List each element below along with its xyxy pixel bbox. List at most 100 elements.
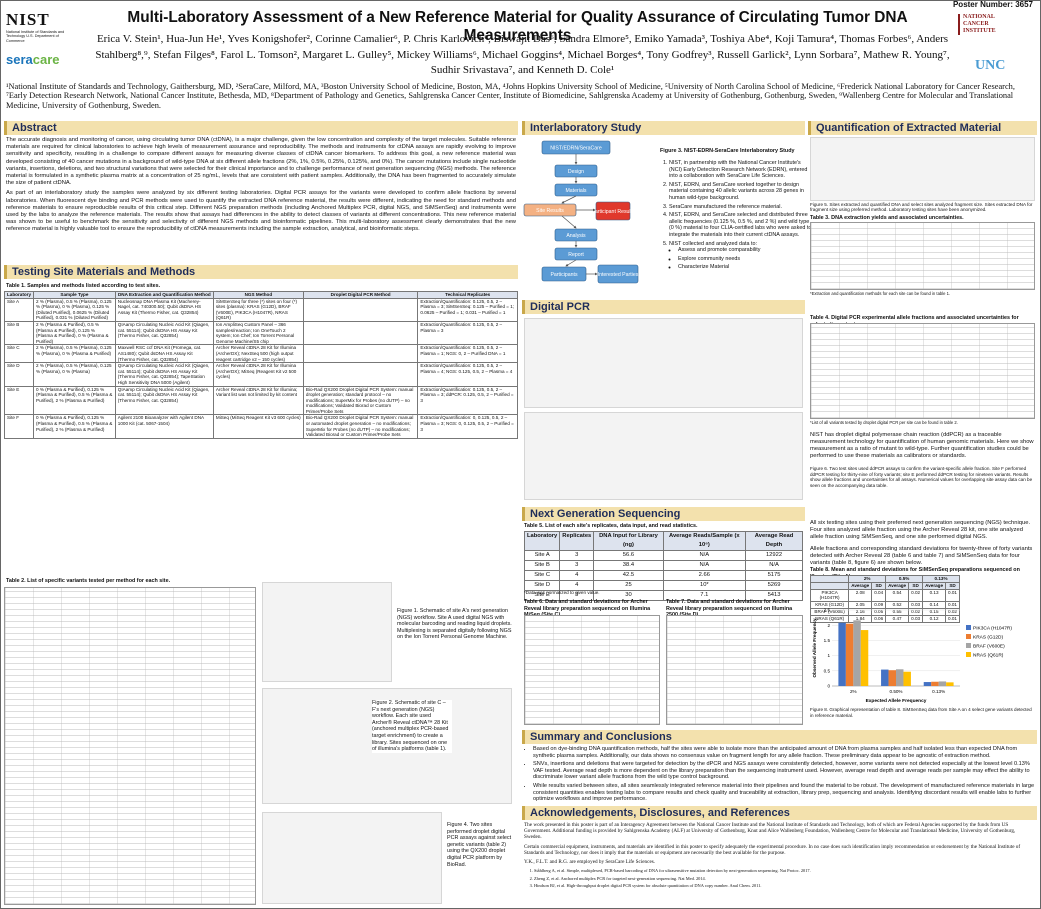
bar <box>896 669 904 686</box>
bar <box>923 682 932 686</box>
table-cell <box>302 362 419 387</box>
table-cell: 3 <box>559 550 595 561</box>
flow-box <box>597 264 639 284</box>
column-header: Replicates <box>559 531 595 551</box>
figure-caption: Figure 1. Schematic of site A's next gen… <box>397 608 512 641</box>
table-cell: Archer Reveal ctDNA 28 Kit for Illumina … <box>212 362 304 387</box>
table-caption: Table 1. Samples and methods listed acco… <box>6 283 161 289</box>
table-cell: 0.13 <box>922 588 947 603</box>
table-3 <box>810 222 1035 290</box>
nist-logo-sub: National Institute of Standards and Tech… <box>6 30 65 43</box>
figure-caption: Figure 8. Graphical representation of ta… <box>810 707 1032 718</box>
column-subheader: SD <box>871 581 887 590</box>
corner-cell <box>809 581 850 590</box>
table-cell: 2 % (Plasma), 0.5 % (Plasma), 0.125 % (P… <box>33 297 116 322</box>
column-subheader: Average <box>848 581 873 590</box>
column-subheader: SD <box>945 581 960 590</box>
bar <box>860 630 869 686</box>
table-cell: Extraction/Quantification: 0.125, 0.5, 2… <box>417 385 518 416</box>
flow-arrow <box>565 259 577 267</box>
bar <box>931 681 939 686</box>
table-row: Site A 3 56.6 N/A 12922 <box>523 550 803 561</box>
row-header: NRAS (Q61R) <box>809 614 850 623</box>
paragraph: Y.K., F.L.T. and R.G. are employed by Se… <box>524 859 656 866</box>
table-cell: Extraction/Quantification: 0.125, 0.5, 2… <box>417 344 518 364</box>
list-item: NIST, EDRN, and SeraCare worked together… <box>669 182 812 202</box>
table-cell: Nucleosnap DNA Plasma Kit (Macherey-Nage… <box>114 297 214 322</box>
row-header: PIK3CA (H1047R) <box>809 588 850 603</box>
table-cell: 2.66 <box>662 570 747 581</box>
y-tick-label: 1 <box>827 653 830 658</box>
reference: Zheng Z, et al. Anchored multiplex PCR f… <box>534 876 1034 881</box>
table-cell: 0.04 <box>871 588 887 603</box>
x-tick-label: 0.13% <box>932 689 945 694</box>
dpcr-text: NIST has droplet digital polymerase chai… <box>810 432 1034 459</box>
section-heading: Digital PCR <box>522 300 805 314</box>
legend-swatch <box>966 652 971 657</box>
table-cell: SiMSenSeq for three (*) sites on four (*… <box>212 297 304 322</box>
figure-caption: Figure 4. Two sites performed droplet di… <box>447 822 512 868</box>
table: 2% 0.5% 0.13% Average SD Average SD Average SD PI… <box>809 575 960 623</box>
figure-caption: Figure 2. Schematic of site C – F's next… <box>372 700 452 753</box>
ngs-text: All six testing sites using their prefer… <box>810 520 1035 567</box>
poster-title: Multi-Laboratory Assessment of a New Ref… <box>127 9 908 44</box>
figure-image <box>524 318 803 408</box>
x-axis-title: Expected Allele Frequency <box>866 698 927 704</box>
nist-logo: NIST National Institute of Standards and… <box>6 10 76 43</box>
bar <box>888 670 896 686</box>
x-tick-label: 0.50% <box>889 689 902 694</box>
section-heading: Quantification of Extracted Material <box>808 121 1037 135</box>
table-cell: QIAamp Circulating Nucleic Acid Kit (Qia… <box>114 320 214 346</box>
table-8: 2% 0.5% 0.13% Average SD Average SD Average SD PI… <box>809 575 960 623</box>
table-cell: Extraction/Quantification: 0.125, 0.5, 2… <box>417 320 518 346</box>
poster-number: Poster Number: 3657 <box>952 0 1033 9</box>
table-cell: Site C <box>523 570 561 581</box>
table-cell: 4 <box>559 570 595 581</box>
table-cell: 2 % (Plasma & Purified), 0.5 % (Plasma &… <box>33 320 116 346</box>
column-header: Laboratory <box>523 531 561 551</box>
section-heading: Abstract <box>4 121 518 135</box>
table-cell: 38.4 <box>593 560 664 571</box>
y-tick-label: 0 <box>827 684 830 689</box>
legend-swatch <box>966 643 971 648</box>
table-cell: Site D <box>4 362 34 387</box>
table-cell: 5175 <box>745 570 803 581</box>
flow-label: NIST/EDRN/SeraCare <box>550 146 602 152</box>
reference: Hindson BJ, et al. High-throughput dropl… <box>534 883 1034 888</box>
section-heading: Next Generation Sequencing <box>522 507 805 521</box>
figure-image <box>810 137 1035 201</box>
table-caption: Table 3. DNA extraction yields and assoc… <box>810 215 964 221</box>
table-cell: 2 % (Plasma), 0.5 % (Plasma), 0.125 % (P… <box>33 344 116 364</box>
flow-box <box>595 201 631 221</box>
table-cell: 3 <box>559 560 595 571</box>
column-header: Sample Type <box>33 291 116 299</box>
flow-label: Materials <box>565 188 586 194</box>
seracare-logo-b: care <box>32 52 60 67</box>
table-cell: 56.6 <box>593 550 664 561</box>
table-cell: Site B <box>4 320 34 346</box>
paragraph: Certain commercial equipment, instrument… <box>524 843 1021 856</box>
table-row: Site B 3 38.4 N/A N/A <box>523 560 803 571</box>
bar <box>853 620 861 686</box>
flow-label: Report <box>568 252 584 258</box>
column-header: NGS Method <box>212 291 304 299</box>
legend-label: NRAS (Q61R) <box>973 653 1004 659</box>
flow-arrow <box>561 215 577 229</box>
legend-swatch <box>966 625 971 630</box>
table-cell: 5413 <box>745 590 803 601</box>
table-cell <box>302 344 419 364</box>
table-4 <box>810 323 1035 419</box>
flow-label: Participants <box>550 272 578 278</box>
table-cell: Site D <box>523 580 561 591</box>
table-cell: 2.08 <box>848 588 873 603</box>
table-cell: Site C <box>4 344 34 364</box>
section-heading: Testing Site Materials and Methods <box>4 265 518 279</box>
table-cell: Extraction/Quantification: 0.125, 0.5, 2… <box>417 362 518 387</box>
bar <box>903 671 911 686</box>
section-heading: Summary and Conclusions <box>522 730 1037 744</box>
abstract-text: The accurate diagnosis and monitoring of… <box>6 137 516 234</box>
figure-image <box>262 812 442 904</box>
unc-logo: UNC <box>975 58 1006 73</box>
header-row: 2% 0.5% 0.13% <box>809 575 960 583</box>
